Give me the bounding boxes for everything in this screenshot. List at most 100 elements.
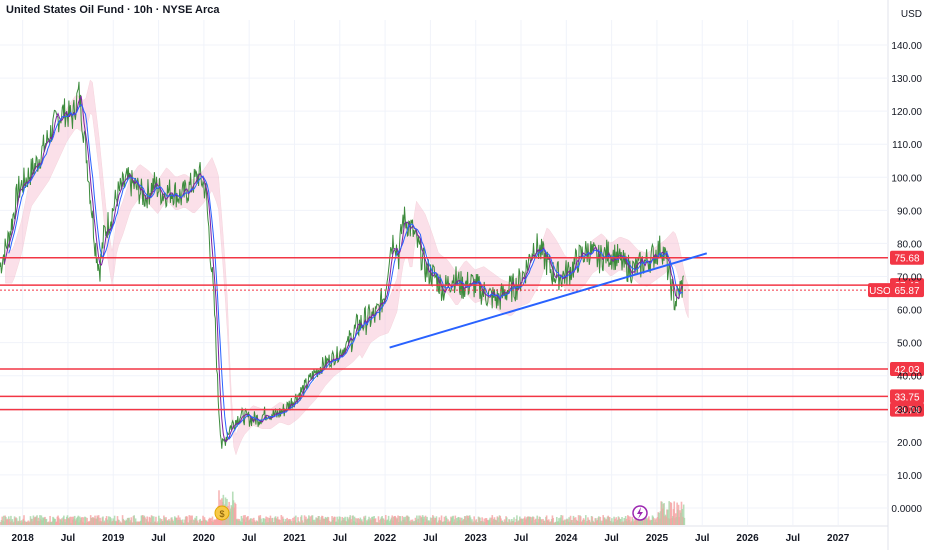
y-tick-label: 10.00 <box>897 471 922 482</box>
volume-bar <box>128 517 130 525</box>
volume-bar <box>152 516 155 525</box>
volume-bar <box>2 515 5 525</box>
level-label: 29.74 <box>894 406 919 417</box>
volume-bar <box>49 515 51 525</box>
volume-bar <box>313 519 316 525</box>
y-tick-label: 40.00 <box>897 372 922 383</box>
volume-bar <box>130 517 133 525</box>
volume-bar <box>491 515 494 525</box>
volume-bar <box>543 520 546 525</box>
volume-bar <box>666 509 669 525</box>
x-tick-label: Jul <box>695 533 710 544</box>
volume-bar <box>416 515 418 525</box>
volume-bar <box>423 516 425 525</box>
volume-bar <box>677 504 680 525</box>
volume-bar <box>251 518 254 525</box>
x-tick-label: 2023 <box>465 533 488 544</box>
volume-bar <box>471 519 473 525</box>
volume-bar <box>377 516 380 525</box>
y-tick-label: 20.00 <box>897 438 922 449</box>
volume-bar <box>181 519 184 525</box>
volume-bar <box>234 503 237 525</box>
y-axis: 140.00 130.00 120.00 110.00 100.00 90.00 80.00… <box>891 41 922 515</box>
volume-bar <box>452 515 454 525</box>
x-tick-label: 2026 <box>736 533 759 544</box>
volume-bar <box>240 515 243 525</box>
x-tick-label: Jul <box>604 533 619 544</box>
x-tick-label: Jul <box>61 533 76 544</box>
current-price-label: 65.87 <box>894 286 919 297</box>
volume-bar <box>655 518 657 525</box>
volume-bar <box>84 517 87 525</box>
volume-bar <box>144 517 146 525</box>
volume-bar <box>211 516 214 525</box>
volume-bar <box>397 515 399 525</box>
volume-bar <box>391 515 394 525</box>
x-tick-label: 2025 <box>646 533 669 544</box>
volume-bar <box>271 517 274 525</box>
volume-bar <box>473 516 475 525</box>
volume-bar <box>77 515 80 525</box>
volume-bar <box>82 517 85 525</box>
volume-bar <box>73 515 76 525</box>
x-tick-label: 2022 <box>374 533 397 544</box>
volume-bar <box>481 517 483 525</box>
volume-bar <box>552 517 554 525</box>
volume-bar <box>309 516 312 525</box>
current-price-label-bg <box>890 283 924 298</box>
volume-bar <box>244 515 246 525</box>
volume-bar <box>508 519 511 525</box>
y-tick-label: 70.00 <box>897 273 922 284</box>
volume-bar <box>548 519 550 525</box>
level-label-bg <box>890 362 924 377</box>
volume-bar <box>418 515 420 525</box>
volume-bar <box>663 503 665 525</box>
volume-bar <box>81 517 83 525</box>
y-tick-label: 140.00 <box>891 41 922 52</box>
volume-bar <box>459 517 462 525</box>
volume-bar <box>280 515 283 525</box>
volume-bar <box>334 516 336 525</box>
volume-bar <box>247 516 249 525</box>
grid <box>0 20 888 525</box>
level-label-bg <box>890 250 924 265</box>
x-tick-label: 2019 <box>102 533 125 544</box>
volume-bar <box>653 518 655 525</box>
dividend-icon-glyph: $ <box>219 509 224 519</box>
volume-bar <box>621 516 623 525</box>
y-tick-label: 30.00 <box>897 405 922 416</box>
volume-bar <box>629 516 631 525</box>
x-tick-label: 2027 <box>827 533 850 544</box>
volume-bar <box>344 516 346 525</box>
volume-bar <box>86 517 88 525</box>
volume-bar <box>18 516 21 525</box>
currency-label: USD <box>900 9 922 20</box>
volume-bar <box>483 518 486 525</box>
volume-bar <box>384 515 387 525</box>
volume-bar <box>69 516 72 525</box>
y-tick-label: 90.00 <box>897 206 922 217</box>
dividend-icon[interactable] <box>214 505 230 521</box>
volume-bar <box>469 517 472 525</box>
symbol-label: USO <box>869 286 891 297</box>
volume-bar <box>513 517 515 525</box>
y-tick-label: 0.0000 <box>891 504 922 515</box>
volume-bar <box>568 517 570 525</box>
volume-bar <box>118 519 120 525</box>
level-label: 75.68 <box>894 254 919 265</box>
volume-bar <box>195 515 198 525</box>
x-tick-label: 2021 <box>283 533 306 544</box>
flash-icon-glyph <box>637 507 643 519</box>
volume-bar <box>339 516 341 525</box>
volume-bar <box>57 517 60 525</box>
trendline[interactable] <box>389 252 708 349</box>
chart-title: United States Oil Fund · 10h · NYSE Arca <box>6 4 220 16</box>
y-tick-label: 120.00 <box>891 107 922 118</box>
volume-bar <box>158 515 160 525</box>
trendline-group[interactable] <box>389 252 708 349</box>
y-tick-label: 60.00 <box>897 306 922 317</box>
volume-bar <box>387 515 390 525</box>
volume-bar <box>355 518 357 525</box>
